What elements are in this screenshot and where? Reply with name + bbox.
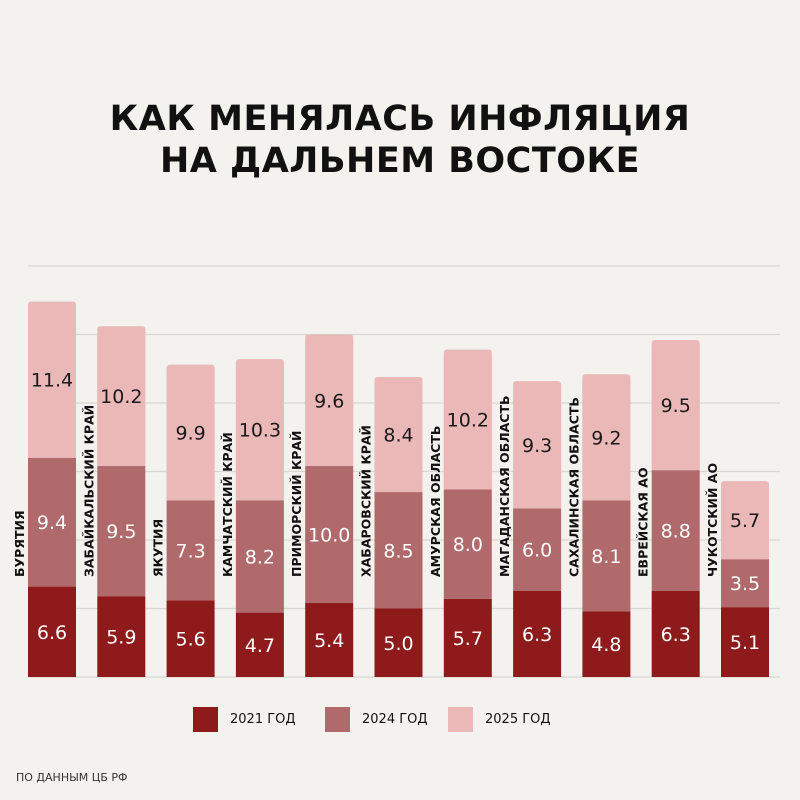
- data-label: 4.7: [245, 635, 275, 657]
- bar-segment-fill: [374, 382, 423, 493]
- category-label: МАГАДАНСКАЯ ОБЛАСТЬ: [497, 395, 512, 577]
- bar-segment-2021: [235, 612, 284, 677]
- bar-segment-fill: [166, 370, 215, 501]
- data-label: 5.0: [383, 633, 413, 655]
- bar-segment-2021: [582, 611, 631, 677]
- category-label: ЯКУТИЯ: [151, 519, 166, 577]
- legend-label-2024: 2024 ГОД: [362, 712, 428, 727]
- data-label: 8.0: [453, 534, 483, 556]
- title-line-1: КАК МЕНЯЛАСЬ ИНФЛЯЦИЯ: [109, 99, 691, 139]
- bar-segment-2021: [374, 608, 423, 677]
- bar-segment-2021: [305, 603, 354, 677]
- legend-swatch-2025: [448, 707, 473, 732]
- bar-segment-2021: [97, 596, 146, 677]
- data-label: 5.9: [106, 627, 136, 649]
- bar-segment-fill: [28, 307, 76, 458]
- legend-label-2021: 2021 ГОД: [230, 712, 296, 727]
- title-line-2: НА ДАЛЬНЕМ ВОСТОКЕ: [159, 141, 641, 181]
- chart-title: КАК МЕНЯЛАСЬ ИНФЛЯЦИЯ НА ДАЛЬНЕМ ВОСТОКЕ: [0, 98, 800, 182]
- data-label: 5.4: [314, 630, 344, 652]
- data-label: 9.3: [522, 435, 552, 457]
- bar-segment-2024: [97, 466, 146, 597]
- category-label: САХАЛИНСКАЯ ОБЛАСТЬ: [566, 397, 581, 577]
- data-label: 8.5: [383, 540, 413, 562]
- data-label: 4.8: [591, 634, 621, 656]
- bar-segment-2024: [443, 489, 492, 599]
- category-label: ХАБАРОВСКИЙ КРАЙ: [359, 425, 374, 577]
- data-label: 10.3: [239, 420, 281, 442]
- bar-segment-2024: [721, 559, 769, 608]
- data-label: 5.7: [730, 510, 760, 532]
- bar-segment-2024: [374, 492, 423, 609]
- bar-segment-fill: [513, 387, 562, 509]
- data-label: 9.9: [175, 422, 205, 444]
- legend-label-2025: 2025 ГОД: [485, 712, 551, 727]
- legend: 2021 ГОД 2024 ГОД 2025 ГОД: [0, 707, 800, 733]
- data-label: 3.5: [730, 573, 760, 595]
- bar-segment-2024: [28, 457, 76, 587]
- bar-segment-fill: [235, 365, 284, 501]
- category-label: ПРИМОРСКИЙ КРАЙ: [289, 431, 304, 578]
- bar-segment-2021: [721, 607, 769, 677]
- data-label: 9.5: [661, 395, 691, 417]
- bar-segment-fill: [651, 345, 700, 471]
- legend-swatch-2021: [193, 707, 218, 732]
- legend-item-2025: 2025 ГОД: [448, 707, 551, 732]
- bar-segment-2024: [305, 466, 354, 604]
- category-label: АМУРСКАЯ ОБЛАСТЬ: [428, 426, 443, 577]
- category-label: БУРЯТИЯ: [12, 510, 27, 577]
- bar-segment-2024: [166, 500, 215, 601]
- data-label: 8.1: [591, 546, 621, 568]
- data-label: 7.3: [175, 540, 205, 562]
- bar-segment-2021: [513, 590, 562, 677]
- data-label: 9.2: [591, 427, 621, 449]
- data-label: 6.6: [37, 622, 67, 644]
- category-label: КАМЧАТСКИЙ КРАЙ: [220, 432, 235, 577]
- data-label: 8.2: [245, 546, 275, 568]
- bar-segment-2024: [513, 508, 562, 591]
- bar-segment-fill: [443, 355, 492, 490]
- data-label: 8.4: [383, 425, 413, 447]
- data-label: 6.3: [522, 624, 552, 646]
- legend-item-2021: 2021 ГОД: [193, 707, 296, 732]
- bar-segment-2021: [651, 590, 700, 677]
- bar-segment-fill: [305, 340, 354, 467]
- bar-segment-2021: [28, 586, 76, 677]
- data-label: 6.3: [661, 624, 691, 646]
- data-label: 5.7: [453, 628, 483, 650]
- bar-segment-2024: [582, 500, 631, 612]
- data-label: 11.4: [31, 370, 73, 392]
- legend-swatch-2024: [325, 707, 350, 732]
- bar-segment-2021: [443, 598, 492, 677]
- bar-segment-2024: [651, 470, 700, 591]
- data-label: 5.6: [175, 629, 205, 651]
- data-label: 10.0: [308, 525, 350, 547]
- data-label: 9.5: [106, 521, 136, 543]
- category-label: ЕВРЕЙСКАЯ АО: [636, 467, 651, 577]
- category-label: ЗАБАЙКАЛЬСКИЙ КРАЙ: [81, 405, 96, 577]
- data-label: 10.2: [447, 409, 489, 431]
- bar-segment-fill: [97, 332, 146, 467]
- data-label: 9.4: [37, 512, 67, 534]
- legend-item-2024: 2024 ГОД: [325, 707, 428, 732]
- data-label: 6.0: [522, 540, 552, 562]
- data-label: 10.2: [100, 386, 142, 408]
- bar-segment-fill: [582, 380, 631, 501]
- data-label: 9.6: [314, 390, 344, 412]
- category-label: ЧУКОТСКИЙ АО: [705, 463, 720, 577]
- data-label: 5.1: [730, 632, 760, 654]
- source-note: ПО ДАННЫМ ЦБ РФ: [16, 771, 128, 784]
- bar-segment-2024: [235, 500, 284, 613]
- bar-segment-2021: [166, 600, 215, 677]
- data-label: 8.8: [661, 520, 691, 542]
- bar-segment-fill: [721, 487, 769, 560]
